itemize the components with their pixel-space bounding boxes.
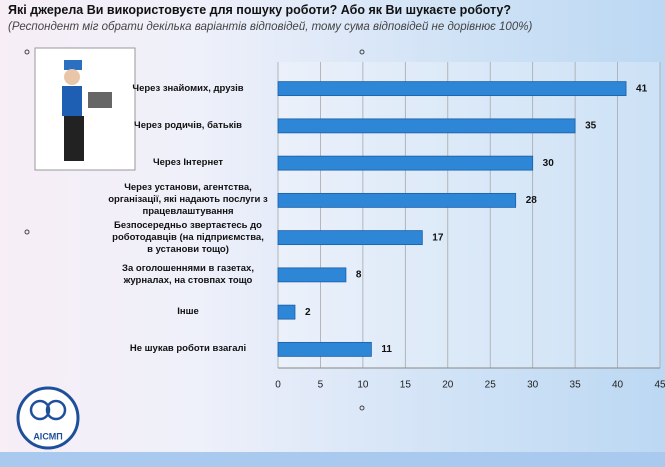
y-tick-label: Через знайомих, друзів (132, 82, 244, 94)
photo-cap (64, 60, 82, 70)
x-tick-label: 0 (275, 380, 281, 391)
photo-legs (64, 116, 84, 161)
value-label: 35 (585, 121, 597, 132)
x-tick-label: 40 (612, 380, 624, 391)
x-tick-label: 25 (485, 380, 497, 391)
x-tick-label: 20 (442, 380, 454, 391)
bar (277, 304, 296, 320)
bar (277, 192, 517, 208)
dot (24, 229, 30, 235)
x-tick-label: 15 (400, 380, 412, 391)
x-tick-label: 35 (570, 380, 582, 391)
dot (359, 405, 365, 411)
x-tick-label: 10 (357, 380, 369, 391)
bar (277, 81, 627, 97)
logo-text: АІСМП (33, 431, 62, 441)
bar (277, 341, 372, 357)
y-tick-label: Через установи, агентства, організації, … (108, 182, 268, 218)
plot-area (278, 62, 660, 368)
y-tick-label: Безпосередньо звертаєтесь до роботодавці… (112, 219, 264, 255)
value-label: 2 (305, 307, 311, 318)
logo-shape (29, 399, 51, 421)
photo (34, 47, 136, 171)
x-tick-label: 45 (654, 380, 665, 391)
dot (24, 49, 30, 55)
photo-laptop (88, 92, 112, 108)
x-tick-label: 5 (318, 380, 324, 391)
y-tick-label: Через родичів, батьків (134, 119, 242, 131)
bar (277, 267, 347, 283)
photo-face (64, 69, 80, 85)
chart-title: Які джерела Ви використовуєте для пошуку… (8, 3, 512, 17)
dot (359, 49, 365, 55)
value-label: 41 (636, 83, 648, 94)
value-label: 17 (432, 232, 444, 243)
chart-subtitle: (Респондент міг обрати декілька варіанті… (8, 21, 533, 33)
logo-shape (45, 399, 67, 421)
bar (277, 230, 423, 246)
value-label: 30 (543, 158, 555, 169)
y-tick-label: Інше (177, 306, 199, 318)
footer-band (0, 452, 665, 467)
x-tick-label: 30 (527, 380, 539, 391)
bar (277, 118, 576, 134)
y-tick-label: За оголошеннями в газетах, журналах, на … (122, 262, 254, 286)
y-tick-label: Не шукав роботи взагалі (129, 343, 247, 355)
bar (277, 155, 534, 171)
y-tick-label: Через Інтернет (152, 157, 224, 169)
photo-body (62, 86, 82, 116)
value-label: 11 (381, 344, 392, 355)
value-label: 28 (526, 195, 538, 206)
value-label: 8 (356, 270, 362, 281)
